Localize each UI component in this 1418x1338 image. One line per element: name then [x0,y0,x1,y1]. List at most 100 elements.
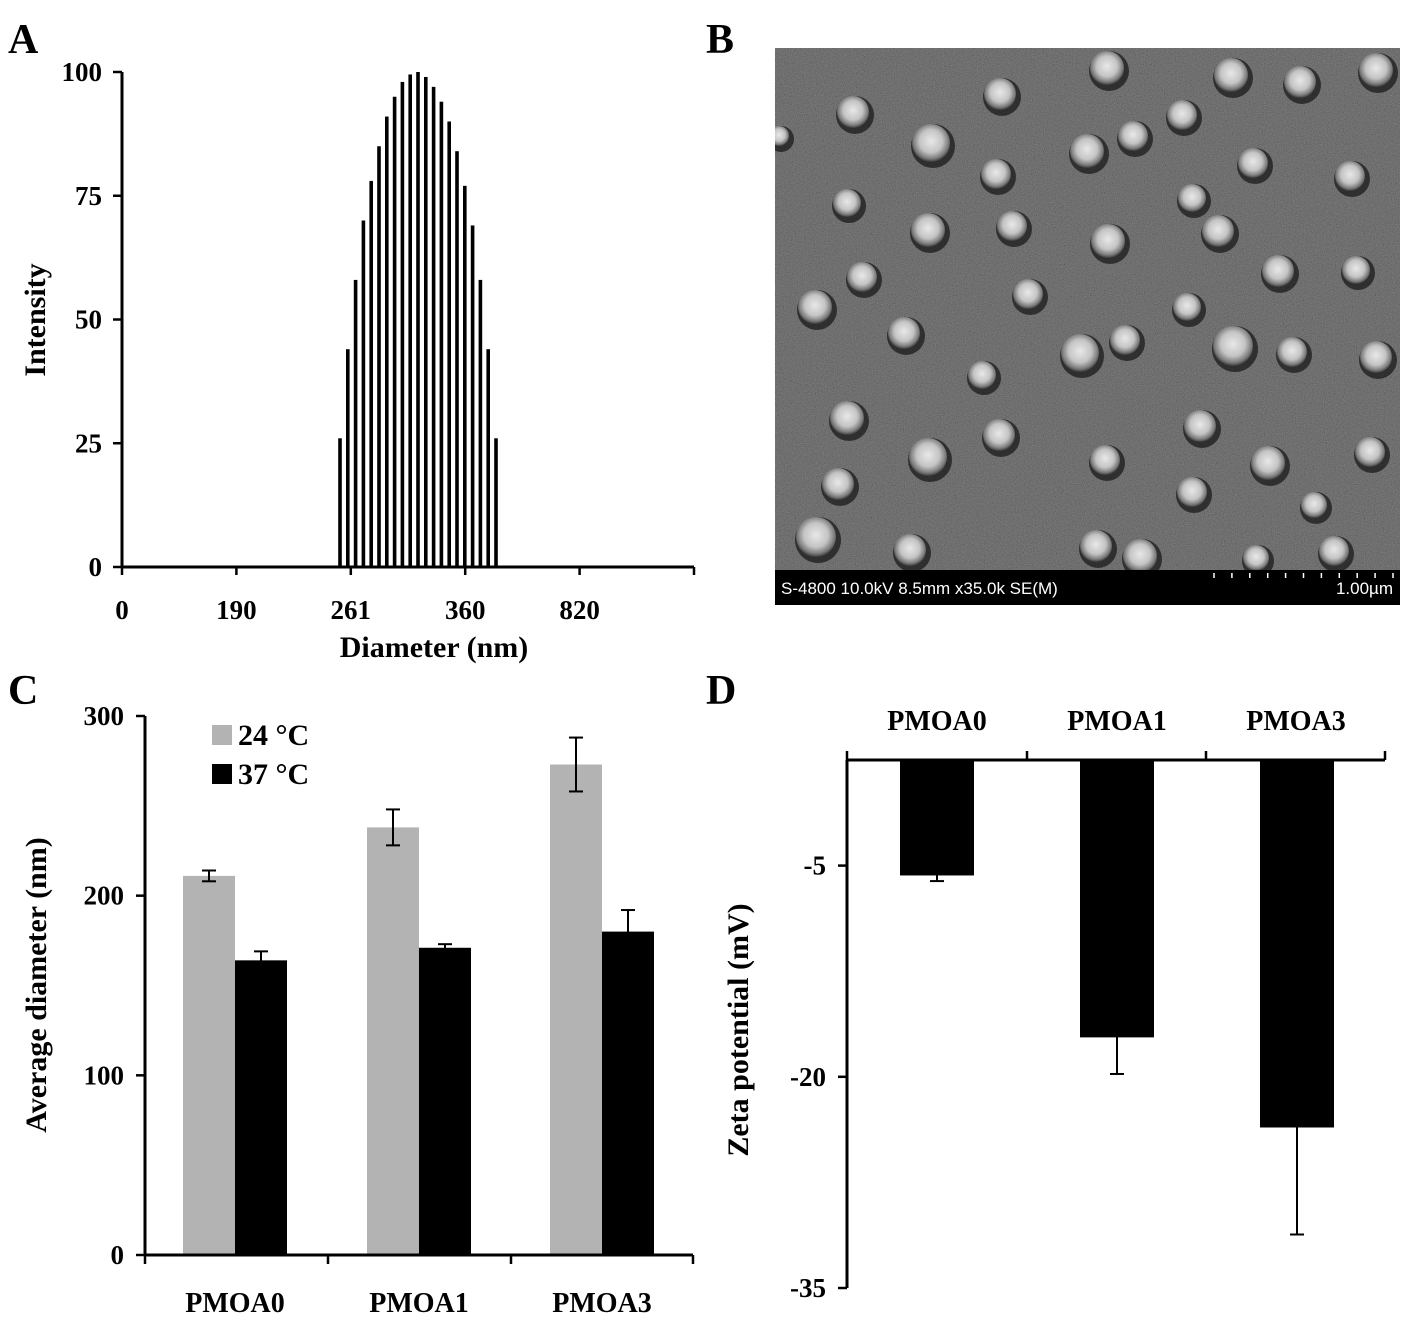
y-tick-label-100: 100 [62,57,103,87]
sem-particle-17 [1091,224,1125,258]
distribution-bar-18 [478,279,483,567]
sem-particle-20 [1262,255,1294,287]
sem-particle-18 [1202,215,1234,247]
distribution-bar-5 [377,146,381,567]
y-tick-label-200: 200 [84,881,125,911]
sem-particles [775,51,1398,570]
sem-particle-27 [1110,325,1140,355]
chart-c-y-ticks: 0 100 200 300 [84,701,145,1270]
chart-d-bars [900,760,1334,1236]
sem-particle-15 [911,213,945,247]
y-tick-label-50: 50 [75,305,102,335]
bar-pmoa1-series0 [367,827,419,1255]
sem-particle-1 [1214,58,1248,92]
sem-info-text: S-4800 10.0kV 8.5mm x35.0k SE(M) [781,579,1058,598]
distribution-bar-3 [361,220,366,567]
bar-pmoa3-series0 [550,764,602,1255]
category-label-pmoa0: PMOA0 [887,706,987,737]
sem-particle-23 [1013,279,1043,309]
y-tick-label-100: 100 [84,1060,125,1090]
y-tick-label-0: 0 [111,1240,125,1270]
distribution-bar-16 [463,185,467,567]
sem-particle-43 [894,534,926,566]
sem-particle-28 [1213,326,1253,366]
x-tick-label-0: 0 [115,595,129,625]
distribution-bar-4 [369,180,373,567]
sem-particle-42 [796,517,836,557]
sem-particle-21 [1342,256,1370,284]
chart-d-y-axis-label: Zeta potential (mV) [722,903,755,1156]
chart-a-x-axis-label: Diameter (nm) [340,631,529,664]
sem-particle-29 [1277,337,1307,367]
chart-c-y-axis-label: Average diameter (nm) [20,837,53,1132]
sem-particle-0 [1090,51,1124,85]
sem-particle-47 [1319,536,1349,566]
sem-particle-22 [798,290,832,324]
chart-a-y-axis-label: Intensity [19,263,52,376]
distribution-bar-1 [346,349,350,567]
legend-label-37c: 37 °C [238,758,309,791]
panel-label-b: B [706,17,734,63]
sem-info-bar [775,570,1400,605]
y-tick-label--5: -5 [804,851,827,881]
x-tick-label-2: 261 [331,595,372,625]
panel-label-c: C [8,668,38,714]
chart-a-x-ticks: 0 190 261 360 820 [115,567,696,625]
category-label-pmoa1: PMOA1 [1067,706,1167,737]
bar-pmoa0 [900,760,974,876]
sem-particle-44 [1080,530,1112,562]
sem-micrograph: S-4800 10.0kV 8.5mm x35.0k SE(M) 1.00µm [775,48,1400,605]
sem-particle-6 [912,124,950,162]
sem-particle-14 [1178,184,1206,212]
sem-particle-41 [1301,492,1327,518]
distribution-bar-12 [431,86,436,567]
chart-c-x-ticks: PMOA0 PMOA1 PMOA3 [143,1255,695,1319]
category-label-pmoa1: PMOA1 [369,1288,469,1319]
chart-a-dls-distribution: 0 25 50 75 100 0 190 261 360 820 Diameter (nm) I… [19,57,696,664]
legend-swatch-24c [212,725,232,745]
y-tick-label-75: 75 [75,181,102,211]
distribution-bar-17 [470,225,475,567]
y-tick-label--35: -35 [790,1273,826,1303]
sem-particle-24 [1173,293,1201,321]
distribution-bar-13 [439,101,444,567]
sem-particle-36 [1090,445,1120,475]
chart-d-x-ticks: PMOA0 PMOA1 PMOA3 [845,706,1387,760]
distribution-bar-11 [424,76,428,567]
distribution-bar-7 [392,96,397,567]
chart-c-average-diameter: 0 100 200 300 PMOA0 PMOA1 PMOA3 Average diame… [20,701,695,1319]
chart-d-zeta-potential: -5 -20 -35 PMOA0 PMOA1 PMOA3 Zeta potential … [722,706,1387,1303]
distribution-bar-19 [486,349,490,567]
sem-particle-8 [1118,121,1148,151]
sem-particle-13 [833,189,861,217]
x-tick-label-1: 190 [216,595,257,625]
sem-particle-38 [1355,437,1385,467]
category-label-pmoa3: PMOA3 [1246,706,1346,737]
distribution-bar-15 [455,151,459,567]
sem-particle-33 [983,419,1015,451]
x-tick-label-4: 820 [559,595,600,625]
sem-particle-48 [775,126,789,146]
distribution-bar-8 [400,81,405,568]
sem-particle-37 [1251,446,1285,480]
sem-particle-16 [997,211,1027,241]
bar-pmoa0-series0 [183,875,235,1255]
sem-particle-34 [1184,410,1216,442]
sem-particle-12 [1335,161,1365,191]
sem-particle-11 [1238,148,1268,178]
chart-a-y-ticks: 0 25 50 75 100 [62,57,122,582]
distribution-bar-0 [338,438,342,567]
sem-particle-25 [888,317,920,349]
sem-particle-32 [830,401,864,435]
y-tick-label--20: -20 [790,1062,826,1092]
category-label-pmoa3: PMOA3 [552,1288,652,1319]
y-tick-label-25: 25 [75,428,102,458]
sem-particle-2 [1284,66,1316,98]
sem-scale-bar [1213,573,1394,578]
sem-particle-46 [1243,545,1269,570]
sem-particle-35 [909,438,947,476]
chart-c-bars [183,736,654,1255]
distribution-bar-6 [385,116,389,568]
chart-d-y-ticks: -5 -20 -35 [790,851,847,1303]
